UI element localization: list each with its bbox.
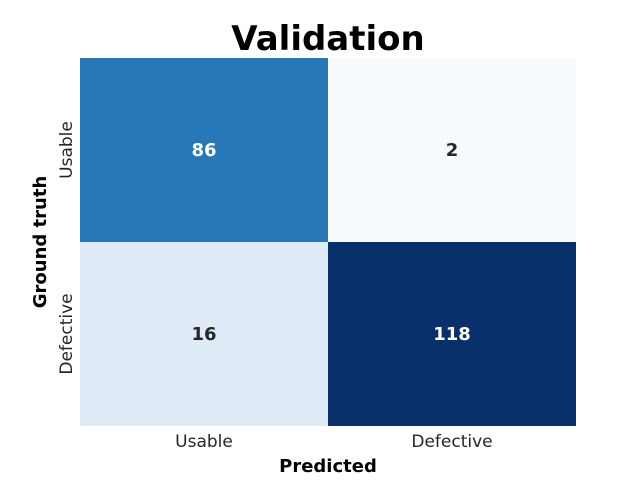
heatmap-cells: 86 2 16 118 bbox=[80, 58, 576, 426]
x-tick-label: Usable bbox=[175, 432, 233, 452]
heatmap-cell bbox=[80, 242, 328, 426]
heatmap-cell bbox=[328, 242, 576, 426]
heatmap-cell bbox=[328, 58, 576, 242]
cell-value-label: 16 bbox=[191, 324, 216, 345]
heatmap-cell bbox=[80, 58, 328, 242]
x-tick-label: Defective bbox=[411, 432, 492, 452]
y-axis-label: Ground truth bbox=[30, 176, 51, 309]
cell-value-label: 86 bbox=[191, 140, 216, 161]
cell-value-label: 118 bbox=[433, 324, 471, 345]
y-tick-label: Usable bbox=[57, 121, 77, 179]
x-axis-label: Predicted bbox=[279, 456, 377, 477]
x-tick-labels: Usable Defective bbox=[175, 432, 492, 452]
chart-title: Validation bbox=[231, 19, 424, 59]
cell-value-label: 2 bbox=[446, 140, 459, 161]
y-tick-label: Defective bbox=[57, 293, 77, 374]
y-tick-labels: Usable Defective bbox=[57, 121, 77, 374]
